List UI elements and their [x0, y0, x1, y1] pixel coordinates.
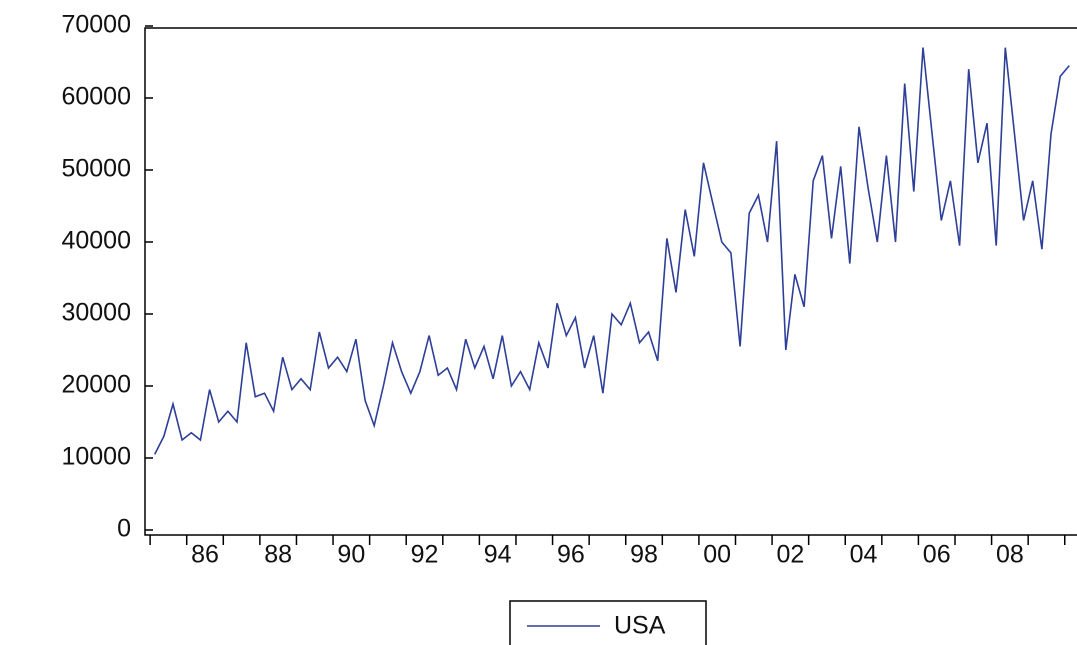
y-tick-label: 10000: [61, 443, 131, 471]
x-tick-label: 08: [996, 541, 1024, 569]
x-tick-label: 94: [484, 541, 512, 569]
x-tick-label: 98: [630, 541, 658, 569]
y-tick-label: 20000: [61, 371, 131, 399]
y-tick-label: 40000: [61, 227, 131, 255]
y-tick-label: 60000: [61, 83, 131, 111]
legend-box: [509, 600, 707, 645]
x-tick-label: 06: [923, 541, 951, 569]
y-tick-label: 70000: [61, 11, 131, 39]
x-tick-label: 96: [557, 541, 585, 569]
y-tick-label: 30000: [61, 299, 131, 327]
x-tick-label: 86: [191, 541, 219, 569]
x-tick-label: 02: [776, 541, 804, 569]
x-tick-label: 04: [850, 541, 878, 569]
data-line: [153, 47, 1070, 455]
x-tick-label: 88: [264, 541, 292, 569]
legend-label: USA: [614, 612, 666, 640]
x-tick-label: 92: [411, 541, 439, 569]
x-tick-label: 90: [337, 541, 365, 569]
y-tick-label: 50000: [61, 155, 131, 183]
plot-frame: [144, 27, 1077, 536]
y-tick-label: 0: [117, 515, 131, 543]
x-tick-label: 00: [703, 541, 731, 569]
